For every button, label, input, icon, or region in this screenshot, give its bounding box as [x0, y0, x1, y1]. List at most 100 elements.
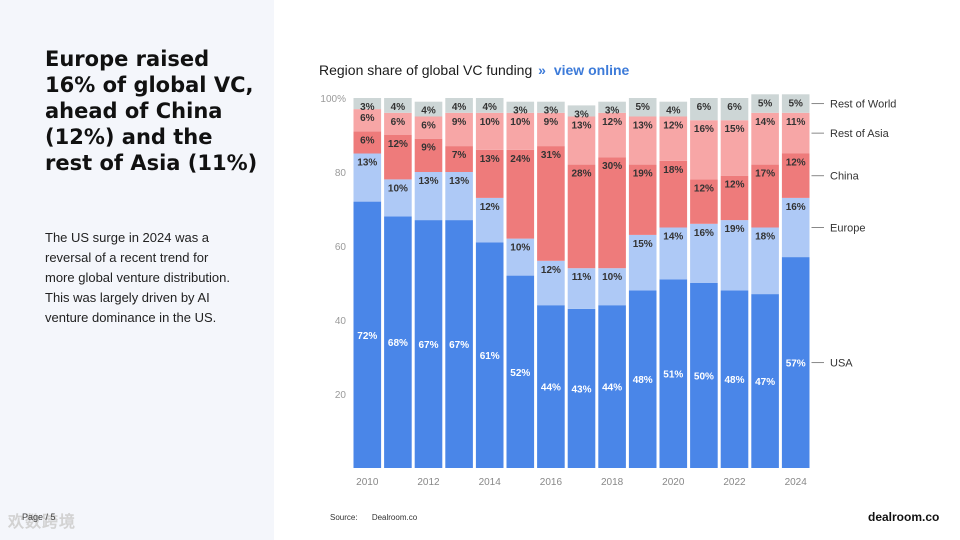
data-label: 13%: [571, 121, 591, 132]
data-label: 72%: [357, 331, 377, 342]
bar-segment-rest-of-asia: [751, 112, 779, 165]
bar-segment-china: [690, 179, 718, 224]
bar-segment-rest-of-world: [353, 98, 382, 110]
bar-segment-europe: [506, 238, 535, 276]
data-label: 4%: [391, 102, 406, 113]
bar-segment-china: [781, 153, 810, 198]
bar-segment-china: [659, 160, 688, 228]
legend-label-china: China: [830, 171, 860, 183]
data-label: 11%: [786, 117, 806, 128]
bar-segment-usa: [414, 220, 443, 468]
x-tick-label: 2022: [723, 477, 746, 488]
bar-segment-rest-of-asia: [506, 112, 535, 150]
legend-label-usa: USA: [830, 358, 853, 370]
bar-segment-rest-of-asia: [720, 120, 749, 176]
data-label: 28%: [571, 169, 591, 180]
data-label: 12%: [480, 202, 500, 213]
bar-segment-rest-of-asia: [567, 116, 596, 165]
data-label: 7%: [452, 150, 467, 161]
bar-segment-rest-of-world: [720, 98, 749, 121]
data-label: 6%: [727, 102, 742, 113]
bar-segment-rest-of-asia: [384, 112, 412, 135]
bar-segment-rest-of-world: [598, 101, 626, 113]
bar-segment-usa: [475, 242, 504, 468]
data-label: 3%: [513, 106, 528, 117]
data-label: 9%: [421, 143, 436, 154]
data-label: 12%: [388, 139, 408, 150]
headline: Europe raised 16% of global VC, ahead of…: [45, 47, 258, 175]
bar-segment-usa: [353, 201, 382, 468]
data-label: 10%: [510, 117, 530, 128]
x-tick-label: 2018: [601, 477, 624, 488]
data-label: 9%: [544, 117, 559, 128]
data-label: 6%: [360, 113, 375, 124]
data-label: 14%: [663, 232, 683, 243]
bar-segment-usa: [506, 275, 535, 468]
data-label: 44%: [541, 383, 561, 394]
data-label: 19%: [724, 224, 744, 235]
data-label: 10%: [388, 183, 408, 194]
data-label: 13%: [480, 154, 500, 165]
data-label: 16%: [786, 202, 806, 213]
data-label: 61%: [480, 351, 500, 362]
bar-segment-china: [353, 131, 382, 154]
bar-segment-rest-of-world: [690, 98, 718, 121]
data-label: 10%: [602, 272, 622, 283]
x-tick-label: 2010: [356, 477, 379, 488]
bar-segment-china: [475, 149, 504, 198]
y-tick-label: 80: [335, 168, 347, 179]
bar-segment-rest-of-asia: [598, 112, 626, 158]
bar-segment-rest-of-world: [659, 101, 688, 117]
data-label: 13%: [449, 176, 469, 187]
data-label: 10%: [510, 243, 530, 254]
bar-segment-europe: [751, 227, 779, 295]
data-label: 30%: [602, 161, 622, 172]
data-label: 12%: [663, 121, 683, 132]
bar-segment-europe: [690, 223, 718, 283]
bar-segment-rest-of-world: [414, 101, 443, 117]
bar-segment-rest-of-asia: [781, 112, 810, 154]
bar-segment-china: [445, 146, 473, 172]
bar-segment-europe: [720, 220, 749, 291]
bar-segment-china: [506, 149, 535, 239]
data-label: 57%: [786, 359, 806, 370]
data-label: 13%: [418, 176, 438, 187]
bar-segment-europe: [659, 227, 688, 280]
data-label: 12%: [694, 183, 714, 194]
data-label: 24%: [510, 154, 530, 165]
bar-segment-rest-of-asia: [475, 112, 504, 150]
data-label: 52%: [510, 368, 530, 379]
data-label: 3%: [605, 106, 620, 117]
chart-title: Region share of global VC funding: [319, 62, 533, 78]
bar-segment-usa: [659, 279, 688, 468]
legend-label-europe: Europe: [830, 223, 865, 235]
bar-segment-rest-of-asia: [445, 112, 473, 147]
y-tick-label: 60: [335, 242, 347, 253]
view-online-link[interactable]: view online: [553, 62, 630, 78]
data-label: 67%: [418, 340, 438, 351]
data-label: 12%: [541, 265, 561, 276]
bar-segment-usa: [384, 216, 412, 468]
bar-segment-rest-of-world: [475, 98, 504, 113]
data-label: 44%: [602, 383, 622, 394]
bar-segment-europe: [475, 197, 504, 243]
data-label: 5%: [758, 98, 773, 109]
data-label: 5%: [635, 102, 650, 113]
bar-segment-rest-of-asia: [414, 116, 443, 139]
data-label: 12%: [602, 117, 622, 128]
bar-segment-china: [598, 157, 626, 269]
data-label: 6%: [360, 135, 375, 146]
data-label: 67%: [449, 340, 469, 351]
bar-segment-europe: [353, 153, 382, 202]
bar-segment-china: [751, 164, 779, 228]
data-label: 6%: [391, 117, 406, 128]
data-label: 48%: [633, 375, 653, 386]
bar-segment-usa: [628, 290, 657, 468]
bar-segment-rest-of-world: [751, 94, 779, 113]
data-label: 19%: [633, 169, 653, 180]
data-label: 16%: [694, 124, 714, 135]
y-tick-label: 40: [335, 316, 347, 327]
data-label: 5%: [788, 98, 803, 109]
data-label: 4%: [666, 106, 681, 117]
bar-segment-rest-of-world: [537, 101, 565, 113]
